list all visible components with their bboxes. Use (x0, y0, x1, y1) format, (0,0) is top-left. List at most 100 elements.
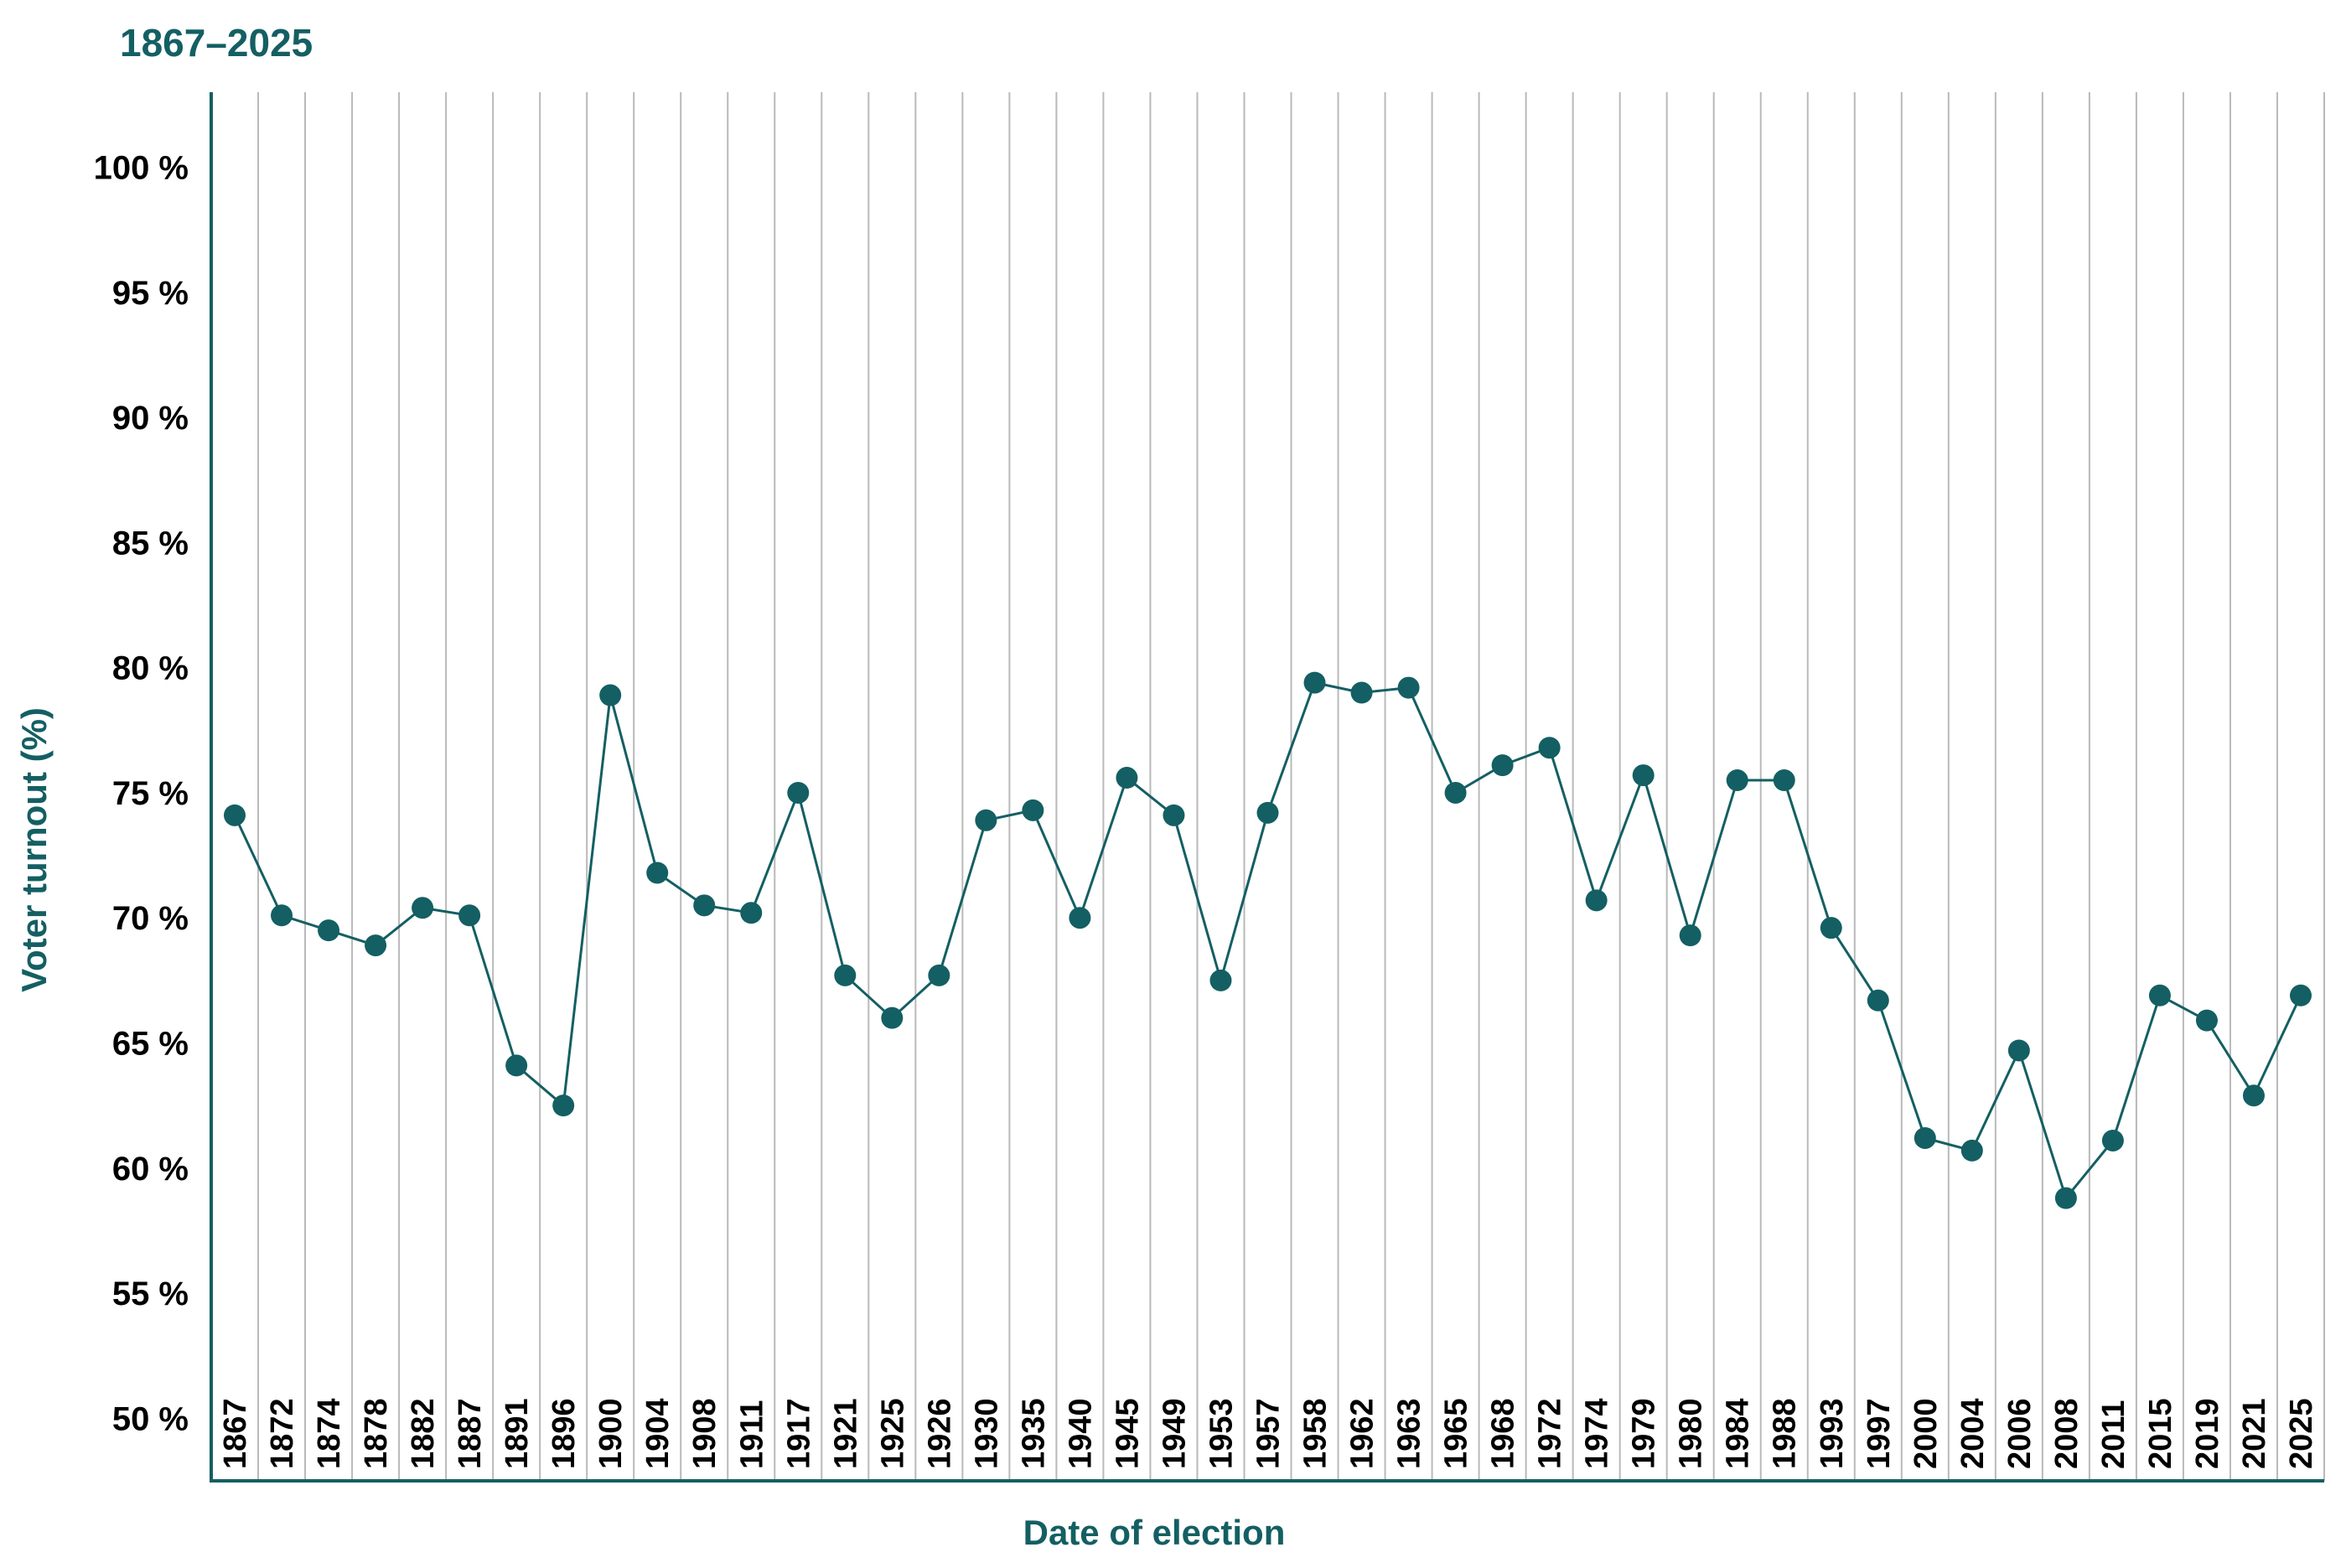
data-series (224, 671, 2312, 1209)
y-tick-label: 50 % (112, 1400, 189, 1437)
x-tick-label: 1891 (500, 1398, 535, 1469)
vertical-gridlines (257, 92, 2325, 1481)
x-tick-label: 1988 (1768, 1398, 1803, 1469)
data-point (599, 684, 622, 706)
data-point (881, 1007, 904, 1029)
x-tick-label: 2000 (1908, 1398, 1944, 1469)
data-point (2195, 1009, 2218, 1032)
x-tick-label: 2011 (2096, 1400, 2131, 1469)
data-point (1914, 1126, 1936, 1149)
x-tick-label: 1949 (1157, 1398, 1192, 1469)
x-tick-label: 1911 (734, 1400, 769, 1469)
chart-title: 1867–2025 (120, 21, 313, 65)
x-tick-label: 1968 (1486, 1398, 1521, 1469)
y-tick-label: 70 % (112, 900, 189, 937)
x-tick-label: 1887 (453, 1398, 488, 1469)
data-point (787, 781, 810, 804)
data-point (834, 964, 857, 986)
x-tick-label: 1926 (922, 1398, 957, 1469)
data-point (271, 904, 293, 927)
x-tick-label: 1980 (1674, 1398, 1709, 1469)
data-point (552, 1094, 575, 1117)
data-point (1303, 671, 1326, 694)
data-point (1632, 764, 1655, 787)
data-point (365, 934, 387, 957)
x-tick-label: 2025 (2284, 1398, 2319, 1469)
x-tick-label: 1984 (1721, 1398, 1756, 1469)
data-point (318, 919, 340, 942)
data-point (975, 809, 997, 831)
x-tick-label: 2008 (2049, 1398, 2084, 1469)
data-point (1022, 799, 1044, 821)
x-tick-label: 1962 (1345, 1398, 1380, 1469)
x-tick-label: 1979 (1627, 1398, 1662, 1469)
x-tick-label: 1963 (1392, 1398, 1427, 1469)
data-point (1820, 917, 1842, 939)
x-tick-label: 1972 (1533, 1398, 1568, 1469)
data-point (928, 964, 950, 986)
data-point (1397, 676, 1420, 699)
y-tick-label: 80 % (112, 650, 189, 687)
x-tick-label: 1965 (1439, 1398, 1474, 1469)
x-tick-label: 1874 (312, 1398, 347, 1469)
x-tick-label: 1940 (1063, 1398, 1098, 1469)
x-tick-label: 1904 (640, 1398, 676, 1469)
x-tick-label: 1925 (875, 1398, 910, 1469)
data-point (1726, 769, 1748, 792)
x-tick-label: 1993 (1815, 1398, 1850, 1469)
x-tick-label: 1953 (1204, 1398, 1239, 1469)
y-tick-label: 65 % (112, 1026, 189, 1063)
data-point (1679, 924, 1701, 947)
data-point (1069, 907, 1091, 929)
data-point (1960, 1139, 1983, 1162)
x-tick-label: 1908 (687, 1398, 722, 1469)
x-axis-ticks: 1867 1872 1874 1878 1882 1887 1891 1896 1900 1904… (218, 1398, 2319, 1469)
data-point (1163, 804, 1185, 826)
series-line (233, 681, 2302, 1200)
x-tick-label: 2015 (2143, 1398, 2178, 1469)
x-tick-label: 2006 (2002, 1398, 2038, 1469)
data-point (2242, 1084, 2265, 1107)
y-axis-label: Voter turnout (%) (14, 707, 54, 992)
x-tick-label: 1945 (1110, 1398, 1145, 1469)
x-tick-label: 1882 (406, 1398, 441, 1469)
x-tick-label: 1867 (218, 1398, 253, 1469)
x-tick-label: 1997 (1862, 1398, 1897, 1469)
data-point (412, 897, 434, 919)
data-point (1538, 737, 1561, 759)
x-tick-label: 1930 (969, 1398, 1004, 1469)
x-tick-label: 1872 (265, 1398, 300, 1469)
data-point (646, 862, 669, 884)
data-point (1444, 781, 1467, 804)
data-point (1867, 989, 1889, 1012)
y-tick-label: 85 % (112, 525, 189, 561)
x-tick-label: 1958 (1298, 1398, 1334, 1469)
data-point (2101, 1129, 2124, 1151)
data-point (2148, 984, 2171, 1007)
data-point (1585, 889, 1608, 912)
y-tick-label: 55 % (112, 1276, 189, 1312)
x-tick-label: 1878 (359, 1398, 394, 1469)
y-tick-label: 60 % (112, 1151, 189, 1188)
data-point (2054, 1187, 2077, 1209)
data-point (2007, 1039, 2030, 1062)
data-point (693, 894, 716, 917)
data-point (458, 904, 481, 927)
data-point (2289, 984, 2312, 1007)
data-point (224, 804, 246, 826)
y-tick-label: 95 % (112, 275, 189, 312)
data-point (1491, 754, 1514, 777)
data-point (1350, 681, 1373, 704)
x-tick-label: 1900 (593, 1398, 629, 1469)
data-point (1116, 767, 1138, 789)
x-tick-label: 1896 (546, 1398, 582, 1469)
x-tick-label: 1974 (1580, 1398, 1615, 1469)
x-tick-label: 1935 (1016, 1398, 1051, 1469)
data-point (505, 1054, 528, 1077)
x-tick-label: 2019 (2190, 1398, 2225, 1469)
y-tick-label: 75 % (112, 775, 189, 812)
x-tick-label: 2021 (2237, 1398, 2272, 1469)
data-point (1773, 769, 1795, 792)
x-tick-label: 1957 (1251, 1398, 1287, 1469)
